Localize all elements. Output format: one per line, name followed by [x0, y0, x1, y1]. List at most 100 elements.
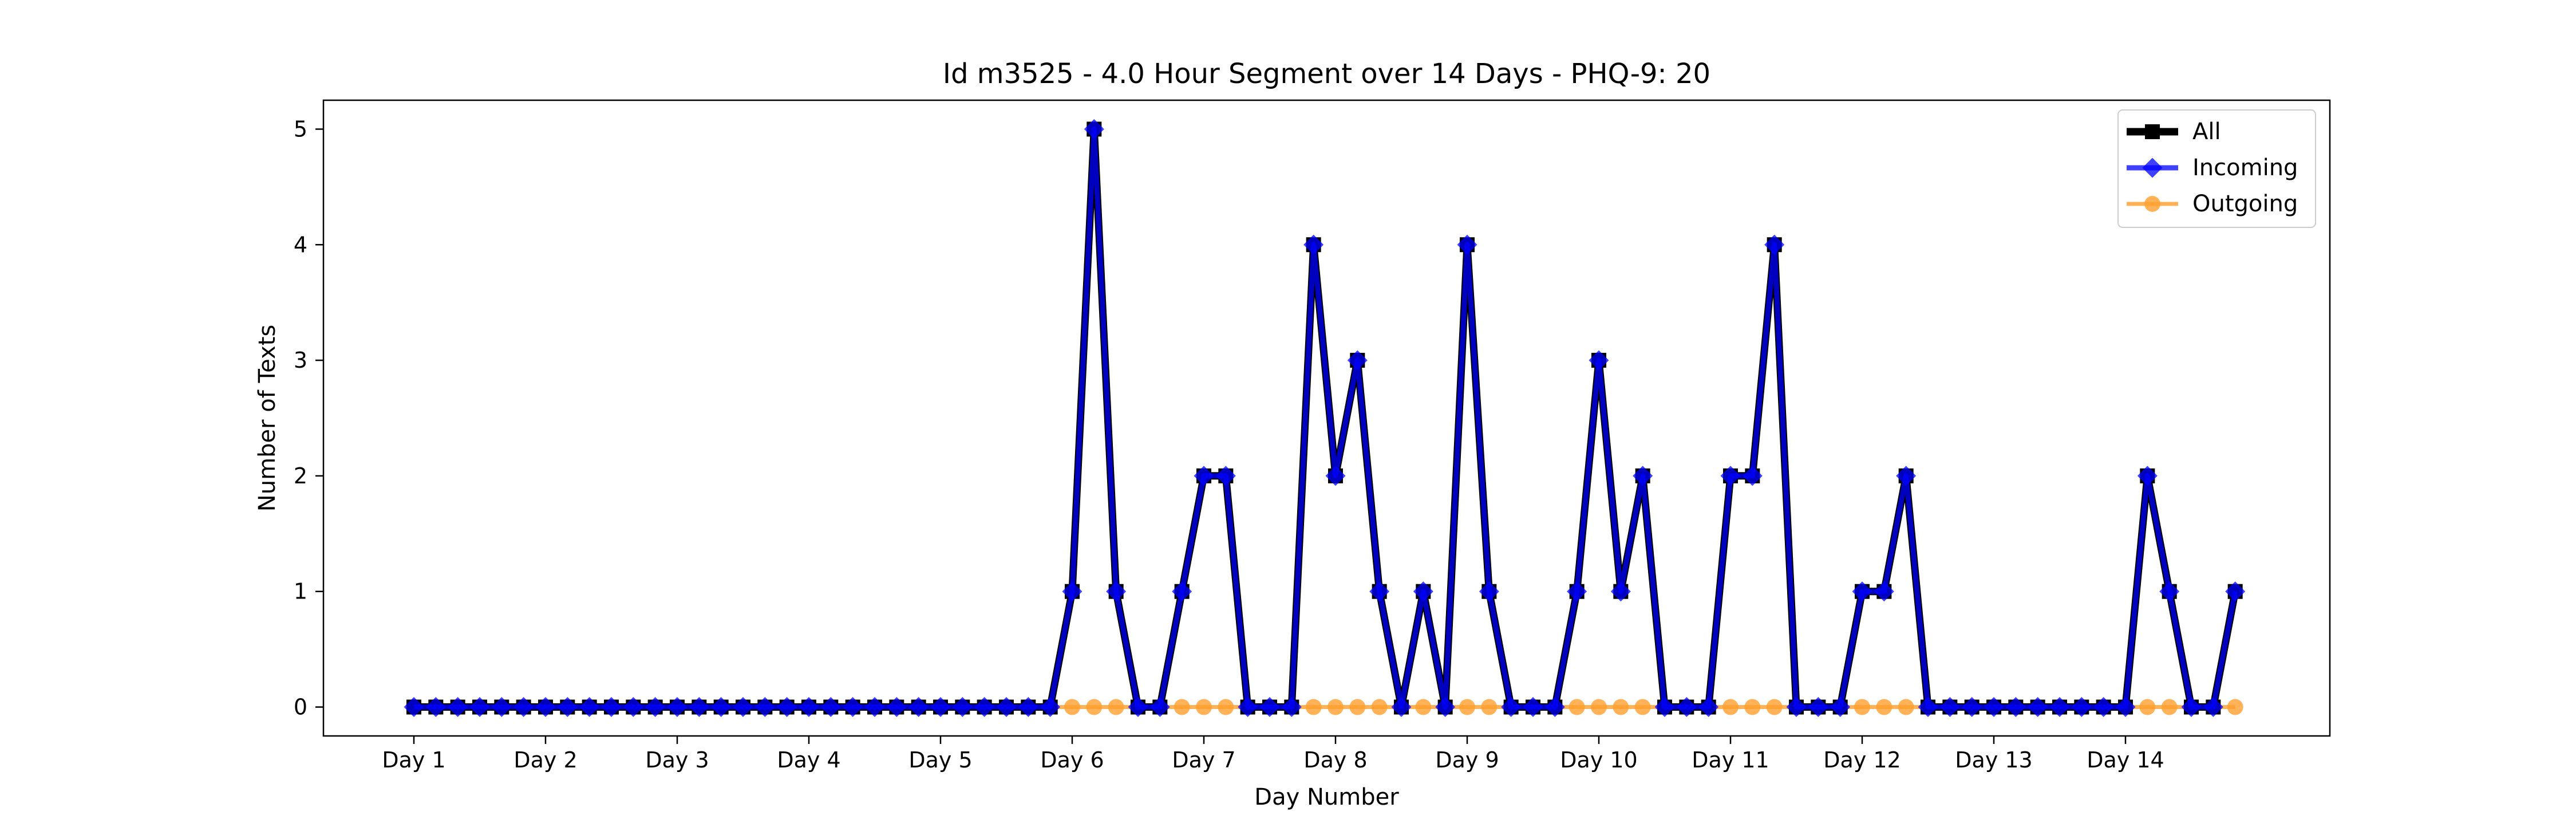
data-point-outgoing	[1064, 699, 1080, 715]
data-point-incoming	[2225, 581, 2246, 602]
data-point-incoming	[1259, 697, 1280, 718]
x-tick-label: Day 1	[382, 747, 445, 773]
data-point-incoming	[1654, 697, 1675, 718]
data-point-outgoing	[1305, 699, 1322, 715]
data-point-incoming	[2115, 697, 2136, 718]
legend-marker-all	[2145, 124, 2160, 139]
data-point-outgoing	[1415, 699, 1432, 715]
plot-frame	[322, 99, 2331, 737]
y-tick-label: 5	[294, 116, 307, 141]
x-tick-label: Day 7	[1172, 747, 1235, 773]
data-point-outgoing	[1349, 699, 1366, 715]
data-point-incoming	[2203, 697, 2223, 718]
data-point-incoming	[1830, 697, 1851, 718]
x-tick-label: Day 3	[645, 747, 709, 773]
series-line-incoming	[414, 126, 2238, 710]
data-point-incoming	[1084, 119, 1104, 139]
x-tick-label: Day 4	[777, 747, 840, 773]
data-point-incoming	[601, 697, 622, 718]
legend-label-incoming: Incoming	[2192, 155, 2298, 181]
y-tick-label: 2	[294, 463, 307, 489]
data-point-outgoing	[1898, 699, 1914, 715]
data-point-outgoing	[1766, 699, 1783, 715]
data-point-outgoing	[1459, 699, 1475, 715]
data-point-incoming	[1874, 581, 1894, 602]
x-tick-label: Day 10	[1560, 747, 1637, 773]
data-point-incoming	[2159, 581, 2180, 602]
data-point-outgoing	[1174, 699, 1190, 715]
data-point-incoming	[1238, 697, 1258, 718]
data-point-outgoing	[1722, 699, 1739, 715]
data-point-incoming	[2093, 697, 2114, 718]
legend-marker-incoming	[2142, 157, 2163, 178]
data-point-incoming	[667, 697, 688, 718]
legend-box	[2117, 109, 2316, 228]
x-tick-label: Day 6	[1040, 747, 1104, 773]
legend-label-all: All	[2192, 119, 2221, 145]
data-point-incoming	[1808, 697, 1828, 718]
data-point-incoming	[1633, 466, 1653, 486]
y-tick-label: 0	[294, 695, 307, 720]
data-point-incoming	[1786, 697, 1807, 718]
data-point-incoming	[1742, 466, 1763, 486]
data-point-incoming	[448, 697, 468, 718]
data-point-incoming	[469, 697, 490, 718]
data-point-incoming	[1062, 581, 1082, 602]
legend-marker-outgoing	[2144, 196, 2160, 212]
data-point-outgoing	[1876, 699, 1893, 715]
data-point-incoming	[1325, 466, 1346, 486]
x-tick-label: Day 11	[1692, 747, 1769, 773]
series-line-all	[414, 125, 2239, 711]
data-point-incoming	[2005, 697, 2026, 718]
chart-title: Id m3525 - 4.0 Hour Segment over 14 Days…	[943, 58, 1710, 90]
data-point-incoming	[1215, 466, 1236, 486]
data-point-incoming	[535, 697, 556, 718]
data-point-incoming	[2071, 697, 2092, 718]
data-point-incoming	[777, 697, 797, 718]
data-point-incoming	[1281, 697, 1302, 718]
data-point-incoming	[1939, 697, 1960, 718]
data-point-incoming	[1720, 466, 1741, 486]
data-point-incoming	[1918, 697, 1938, 718]
data-point-outgoing	[1744, 699, 1761, 715]
data-point-outgoing	[1108, 699, 1124, 715]
data-point-incoming	[1018, 697, 1038, 718]
data-point-incoming	[1589, 350, 1609, 371]
data-point-incoming	[513, 697, 534, 718]
data-point-outgoing	[1613, 699, 1629, 715]
data-point-incoming	[1523, 697, 1543, 718]
data-point-incoming	[1984, 697, 2004, 718]
data-point-outgoing	[1634, 699, 1651, 715]
data-point-incoming	[1962, 697, 1982, 718]
data-point-incoming	[908, 697, 929, 718]
data-point-outgoing	[1218, 699, 1234, 715]
data-point-incoming	[579, 697, 600, 718]
data-point-incoming	[1303, 234, 1324, 255]
data-point-incoming	[843, 697, 863, 718]
data-point-incoming	[689, 697, 709, 718]
data-point-incoming	[1479, 581, 1499, 602]
data-point-incoming	[491, 697, 512, 718]
data-point-outgoing	[1481, 699, 1498, 715]
y-axis-label: Number of Texts	[254, 325, 280, 511]
data-point-incoming	[645, 697, 666, 718]
data-point-incoming	[1040, 697, 1061, 718]
data-point-incoming	[1852, 581, 1872, 602]
data-point-incoming	[1106, 581, 1127, 602]
x-tick-label: Day 14	[2087, 747, 2164, 773]
data-point-incoming	[404, 697, 424, 718]
data-point-incoming	[1610, 581, 1631, 602]
data-point-outgoing	[2139, 699, 2156, 715]
x-tick-label: Day 13	[1955, 747, 2032, 773]
data-point-outgoing	[2227, 699, 2243, 715]
data-point-incoming	[1457, 234, 1477, 255]
x-tick-label: Day 12	[1823, 747, 1901, 773]
data-point-incoming	[1435, 697, 1456, 718]
data-point-incoming	[557, 697, 578, 718]
data-point-incoming	[820, 697, 841, 718]
data-point-outgoing	[1568, 699, 1585, 715]
y-tick-label: 3	[294, 348, 307, 373]
data-point-incoming	[886, 697, 907, 718]
